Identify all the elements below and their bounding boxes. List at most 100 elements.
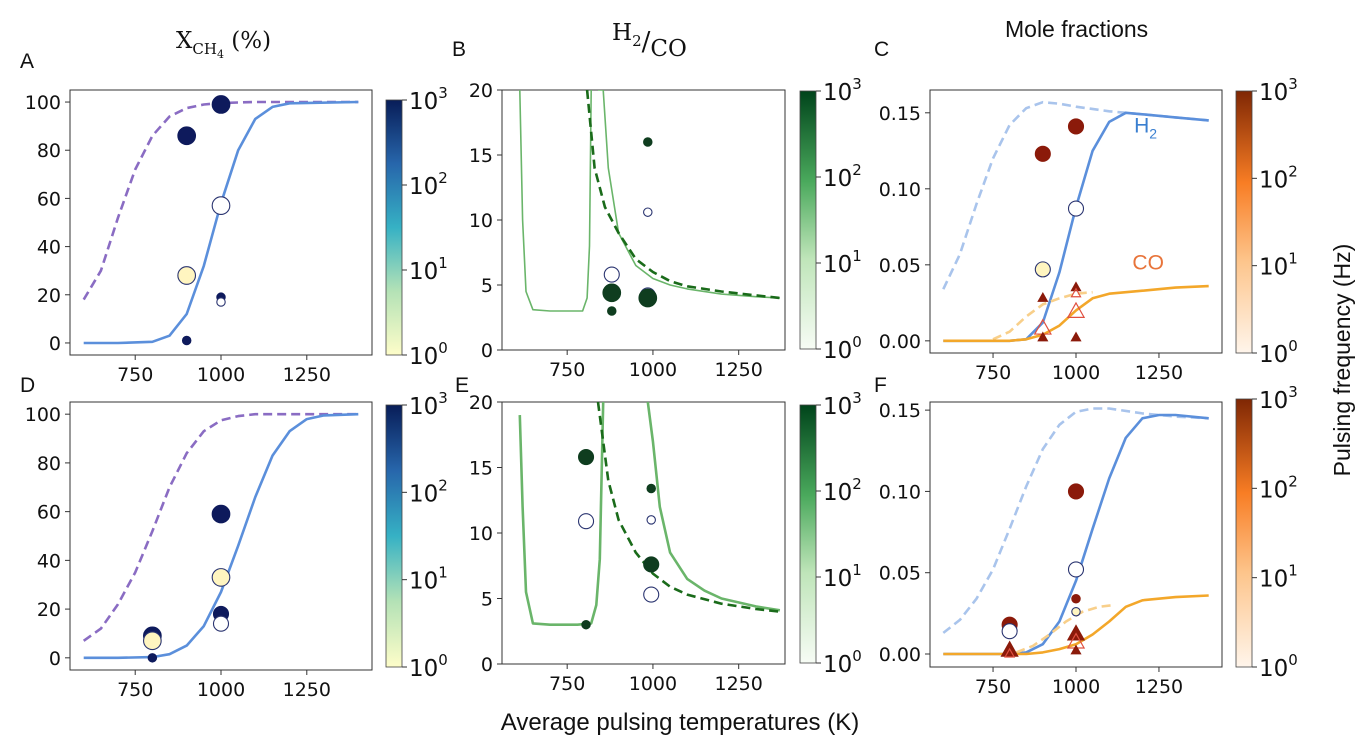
curve-right <box>646 402 781 612</box>
y-tick-label: 10 <box>469 523 493 545</box>
x-tick-label: 1000 <box>197 364 245 386</box>
data-point <box>211 568 231 587</box>
data-point <box>643 556 660 573</box>
data-point <box>1001 623 1018 640</box>
y-tick-label: 0 <box>481 340 493 362</box>
y-tick-label: 5 <box>481 275 493 297</box>
data-point <box>211 196 231 215</box>
panel-label-a: A <box>20 50 34 73</box>
y-tick-label: 0.10 <box>879 179 921 201</box>
curve-left <box>518 402 605 626</box>
y-tick-label: 80 <box>37 140 61 162</box>
y-tick-label: 0.00 <box>879 644 921 666</box>
panel-label-e: E <box>455 374 469 397</box>
y-tick-label: 0.15 <box>879 400 921 422</box>
panel-f: 750 1000 1250 0.00 0.05 0.10 0.15 <box>879 400 1223 698</box>
data-point-triangle <box>1004 647 1016 658</box>
colorbar-tick-label: 103 <box>409 84 448 115</box>
curve-dashed <box>82 100 359 301</box>
y-tick-label: 40 <box>37 550 61 572</box>
colorbar-tick-label: 102 <box>823 161 862 192</box>
colorbar-tick-label: 103 <box>1259 383 1298 414</box>
data-point <box>147 653 158 663</box>
data-point <box>211 95 231 114</box>
x-tick-label: 1000 <box>197 679 245 701</box>
data-point <box>211 504 231 524</box>
y-tick-label: 5 <box>481 589 493 611</box>
data-point <box>607 306 617 316</box>
data-point <box>212 615 230 632</box>
panel-label-f: F <box>874 374 887 397</box>
y-tick-label: 60 <box>37 502 61 524</box>
y-tick-label: 100 <box>25 404 61 426</box>
panel-a: 750 1000 1250 0 20 40 60 80 100 <box>25 89 373 386</box>
panel-label-d: D <box>20 374 35 397</box>
data-point <box>1034 261 1051 278</box>
curve-solid <box>83 100 359 345</box>
title-xch4: XCH4 (%) <box>176 28 271 61</box>
colorbar-tick-label: 102 <box>409 169 448 200</box>
data-point <box>1067 561 1085 578</box>
colorbar-tick-label: 102 <box>823 475 862 506</box>
x-tick-label: 1250 <box>1135 362 1183 384</box>
x-tick-label: 1250 <box>715 359 763 381</box>
colorbar-tick-label: 101 <box>823 247 862 278</box>
colorbar: 103 102 101 100 <box>385 84 448 370</box>
data-point-triangle <box>1070 287 1082 298</box>
data-point <box>638 288 658 308</box>
curve-h2-eq <box>942 100 1209 290</box>
title-h2co: H2/CO <box>612 20 687 62</box>
data-point <box>1067 483 1085 500</box>
x-tick-label: 1000 <box>1052 676 1100 698</box>
colorbar: 103 102 101 100 <box>385 389 448 682</box>
colorbar-gradient <box>799 90 817 350</box>
x-axis-label: Average pulsing temperatures (K) <box>501 709 859 736</box>
data-point-triangle <box>1037 292 1049 302</box>
y-tick-label: 15 <box>469 458 493 480</box>
data-point <box>577 513 595 530</box>
data-point <box>643 207 653 217</box>
data-point <box>1034 145 1051 162</box>
x-tick-label: 1250 <box>1135 676 1183 698</box>
x-tick-label: 750 <box>975 362 1011 384</box>
y-tick-label: 40 <box>37 237 61 259</box>
y-tick-label: 20 <box>469 80 493 102</box>
y-tick-label: 0 <box>49 648 61 670</box>
curve-dashed <box>596 402 781 613</box>
data-point-triangle <box>1070 331 1082 342</box>
data-point <box>1071 593 1081 604</box>
x-tick-label: 1000 <box>629 673 677 695</box>
panel-b: 750 1000 1250 0 5 10 15 20 <box>469 80 786 381</box>
y-tick-label: 100 <box>25 92 61 114</box>
data-point <box>143 631 162 651</box>
colorbar-tick-label: 102 <box>1259 472 1298 503</box>
y-tick-label: 20 <box>469 392 493 414</box>
data-point <box>643 137 653 147</box>
colorbar-tick-label: 100 <box>823 647 862 678</box>
data-point <box>646 483 656 494</box>
x-tick-label: 750 <box>117 679 153 701</box>
annotation-h: H2 <box>1134 115 1157 142</box>
plot-frame <box>69 89 373 356</box>
curve-co <box>943 594 1209 656</box>
y-tick-label: 20 <box>37 285 61 307</box>
colorbar-gradient <box>1235 90 1253 354</box>
colorbars: 1031021011001031021011001031021011001031… <box>385 75 1298 682</box>
x-tick-label: 1250 <box>715 673 763 695</box>
curve-dashed <box>585 90 781 300</box>
y-tick-label: 15 <box>469 145 493 167</box>
x-tick-label: 1000 <box>629 359 677 381</box>
data-point-triangle <box>1066 301 1086 318</box>
colorbar-tick-label: 100 <box>823 333 862 364</box>
colorbar-tick-label: 101 <box>1259 250 1298 281</box>
colorbar-gradient <box>799 404 817 664</box>
y-tick-label: 0.05 <box>879 255 921 277</box>
curve-left-thin <box>519 90 592 312</box>
colorbar-gradient <box>385 99 403 356</box>
data-point <box>643 586 660 603</box>
x-tick-label: 750 <box>549 359 585 381</box>
data-point-triangle <box>1070 644 1082 655</box>
colorbar-tick-label: 100 <box>1259 337 1298 368</box>
x-tick-label: 750 <box>117 364 153 386</box>
colorbar-tick-label: 101 <box>409 564 448 595</box>
